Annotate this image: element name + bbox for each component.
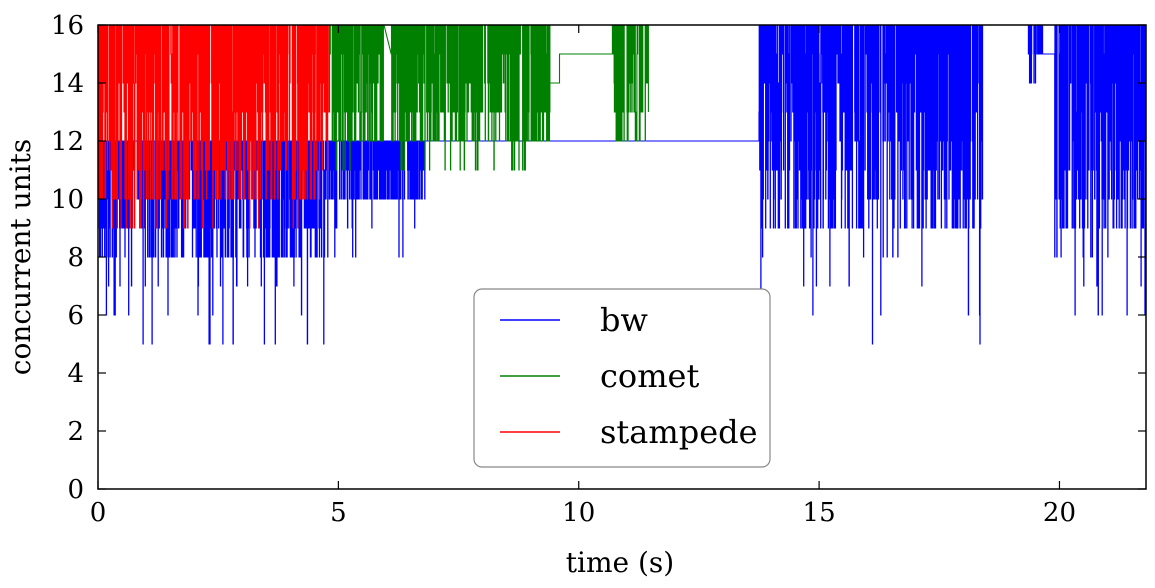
y-tick-label: 4 — [67, 359, 84, 389]
x-tick-label: 20 — [1043, 498, 1076, 528]
y-tick-label: 8 — [67, 243, 84, 273]
y-tick-label: 10 — [51, 185, 84, 215]
legend-label-stampede: stampede — [600, 413, 758, 451]
y-tick-label: 14 — [51, 69, 84, 99]
y-tick-label: 6 — [67, 301, 84, 331]
series-line-bw — [98, 25, 1146, 345]
y-tick-label: 0 — [67, 475, 84, 505]
legend-entry-comet: comet — [500, 357, 699, 395]
x-tick-label: 10 — [562, 498, 595, 528]
legend-box — [473, 288, 771, 468]
legend-entry-stampede: stampede — [500, 413, 758, 451]
ticks-layer: 0 5 10 15 20 0 2 4 6 8 10 12 14 16 — [51, 11, 1146, 528]
y-tick-label: 16 — [51, 11, 84, 41]
legend-label-comet: comet — [600, 357, 699, 395]
x-axis-label: time (s) — [566, 546, 674, 579]
x-tick-label: 15 — [803, 498, 836, 528]
legend-entry-bw: bw — [500, 301, 648, 339]
series-line-stampede — [98, 25, 329, 229]
x-tick-label: 0 — [90, 498, 107, 528]
legend-label-bw: bw — [600, 301, 648, 339]
x-tick-label: 5 — [330, 498, 347, 528]
y-axis-label: concurrent units — [4, 139, 37, 375]
y-tick-label: 12 — [51, 127, 84, 157]
legend: bw comet stampede — [473, 288, 771, 468]
series-layer — [98, 25, 1146, 345]
y-tick-label: 2 — [67, 417, 84, 447]
